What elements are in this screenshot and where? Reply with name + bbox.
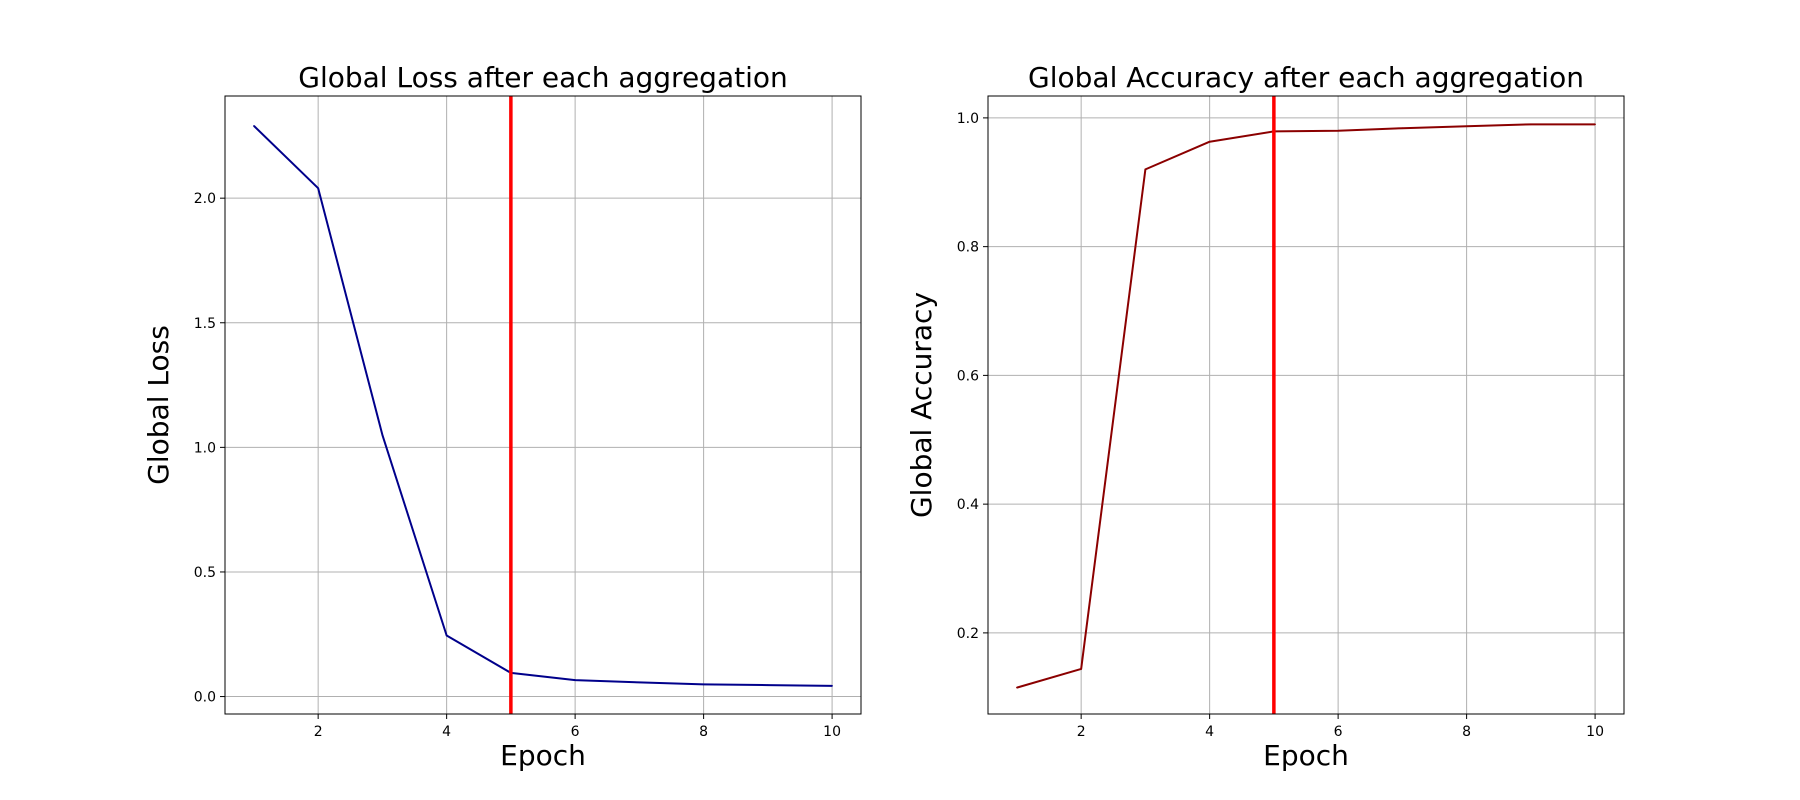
data-point xyxy=(831,685,833,687)
x-tick-label: 8 xyxy=(1462,724,1471,740)
chart-2: 2 4 6 8 10 0.2 0.4 0.6 0.8 1.0 Global Accuracy aft… xyxy=(905,61,1625,772)
y-axis-label: Global Accuracy xyxy=(905,292,938,518)
x-tick-label: 10 xyxy=(823,724,841,740)
y-tick-label: 0.8 xyxy=(957,240,979,256)
data-point xyxy=(381,434,384,436)
data-point xyxy=(767,684,769,686)
plot-frame xyxy=(224,95,862,715)
y-axis-label: Global Loss xyxy=(142,325,175,485)
x-tick-label: 2 xyxy=(1077,724,1086,740)
y-tick-label: 0.2 xyxy=(957,626,979,642)
y-tick-label: 1.5 xyxy=(194,316,216,332)
y-tick-label: 1.0 xyxy=(194,440,216,456)
data-point xyxy=(1016,686,1018,689)
y-tick-label: 0.6 xyxy=(957,368,979,384)
x-tick-label: 2 xyxy=(314,724,323,740)
plot-frame xyxy=(987,95,1625,715)
data-point xyxy=(1465,125,1468,128)
data-point xyxy=(317,187,319,190)
x-tick-label: 6 xyxy=(1334,724,1343,740)
data-point xyxy=(1208,140,1211,143)
data-point xyxy=(638,681,641,684)
chart-title: Global Accuracy after each aggregation xyxy=(1028,61,1584,94)
x-axis-label: Epoch xyxy=(1263,739,1349,772)
series-line xyxy=(253,125,833,687)
data-point xyxy=(1594,123,1596,126)
data-point xyxy=(1080,668,1082,670)
x-tick-label: 4 xyxy=(1205,724,1214,740)
series-line xyxy=(1016,123,1596,689)
data-point xyxy=(445,634,448,637)
x-tick-label: 4 xyxy=(442,724,451,740)
x-tick-label: 6 xyxy=(571,724,580,740)
x-tick-label: 8 xyxy=(699,724,708,740)
y-tick-label: 1.0 xyxy=(957,111,979,127)
y-tick-label: 0.4 xyxy=(957,497,979,513)
data-point xyxy=(1401,127,1404,129)
x-axis-label: Epoch xyxy=(500,739,586,772)
data-point xyxy=(702,683,705,686)
y-tick-label: 0.5 xyxy=(194,565,216,581)
data-point xyxy=(574,679,576,681)
y-tick-label: 2.0 xyxy=(194,191,216,207)
data-point xyxy=(253,125,255,127)
x-tick-label: 10 xyxy=(1586,724,1604,740)
chart-title: Global Loss after each aggregation xyxy=(298,61,788,94)
y-tick-label: 0.0 xyxy=(194,690,216,706)
data-point xyxy=(1144,168,1147,171)
data-point xyxy=(1337,129,1339,132)
chart-1: 2 4 6 8 10 0.0 0.5 1.0 1.5 2.0 Global Loss after e… xyxy=(142,61,862,772)
data-point xyxy=(1530,123,1532,126)
